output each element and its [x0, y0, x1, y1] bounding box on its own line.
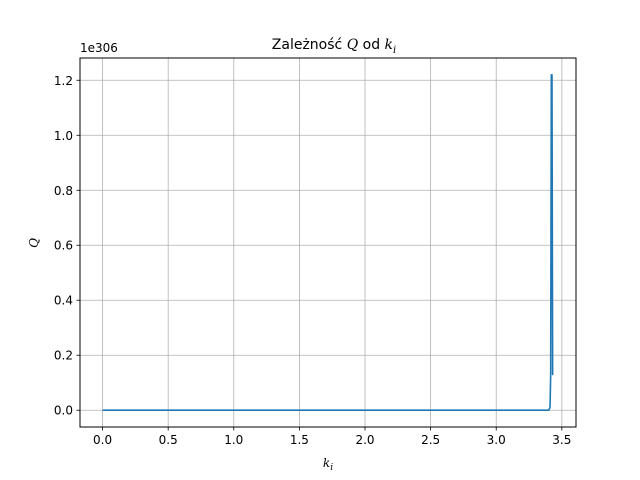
x-axis-label-subscript: i — [330, 463, 333, 473]
y-tick-label: 1.0 — [54, 129, 73, 143]
axis-ticks: 0.0 0.5 1.0 1.5 2.0 2.5 3.0 3.5 0.0 0.2 0.4 0.6 0.8 1… — [54, 74, 571, 447]
y-tick-label: 0.0 — [54, 404, 73, 418]
x-tick-label: 3.5 — [552, 433, 571, 447]
y-tick-label: 0.6 — [54, 239, 73, 253]
x-tick-label: 0.0 — [93, 433, 112, 447]
series-line — [102, 73, 554, 412]
x-tick-label: 0.5 — [159, 433, 178, 447]
x-tick-label: 1.0 — [224, 433, 243, 447]
title-k-subscript: i — [393, 45, 396, 56]
x-tick-label: 3.0 — [487, 433, 506, 447]
x-tick-label: 1.5 — [290, 433, 309, 447]
x-axis-label: ki — [323, 456, 333, 473]
x-tick-label: 2.5 — [421, 433, 440, 447]
y-tick-label: 1.2 — [54, 74, 73, 88]
title-q: Q — [347, 37, 359, 53]
grid — [80, 58, 576, 427]
y-offset-text: 1e306 — [80, 41, 118, 55]
x-axis-label-main: k — [323, 456, 330, 470]
y-tick-label: 0.2 — [54, 349, 73, 363]
x-tick-label: 2.0 — [355, 433, 374, 447]
title-prefix: Zależność — [272, 37, 342, 53]
y-tick-label: 0.4 — [54, 294, 73, 308]
y-axis-label: Q — [27, 238, 41, 248]
chart-title: Zależność Q od ki — [272, 37, 396, 56]
title-mid: od — [363, 37, 380, 53]
y-tick-label: 0.8 — [54, 184, 73, 198]
data-series — [102, 73, 554, 412]
title-k: k — [385, 37, 393, 53]
axes-frame — [79, 57, 577, 428]
